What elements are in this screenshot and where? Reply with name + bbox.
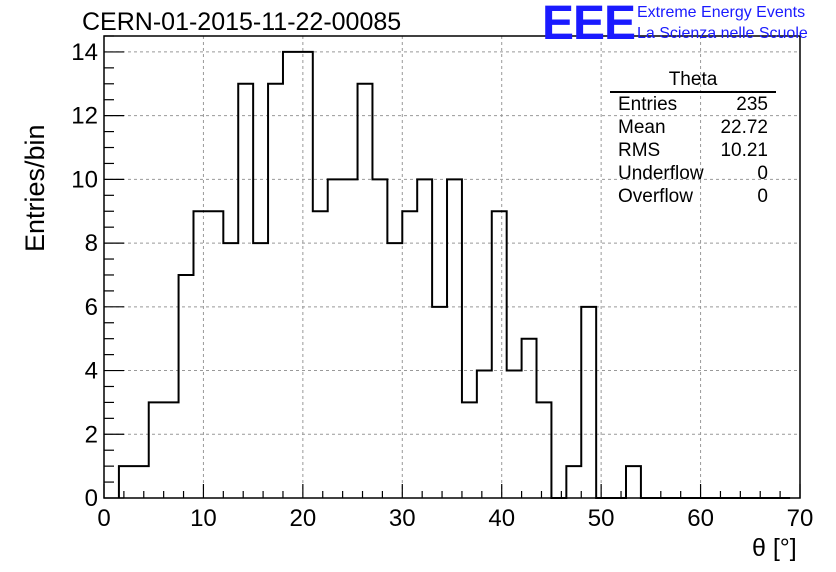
stats-value: 10.21 bbox=[720, 140, 768, 161]
stats-label: Underflow bbox=[618, 163, 704, 184]
stats-row-overflow: Overflow 0 bbox=[610, 185, 776, 208]
histogram-bin bbox=[462, 402, 477, 498]
histogram-bin bbox=[522, 339, 537, 498]
histogram-bin bbox=[417, 179, 432, 498]
y-tick-label: 8 bbox=[85, 230, 98, 257]
histogram-bin bbox=[626, 466, 641, 498]
histogram-bin bbox=[432, 307, 447, 498]
y-tick-label: 12 bbox=[71, 103, 98, 130]
histogram-bin bbox=[358, 84, 373, 498]
logo-line-1: Extreme Energy Events bbox=[637, 4, 806, 21]
y-tick-label: 6 bbox=[85, 294, 98, 321]
histogram-bin bbox=[537, 402, 552, 498]
histogram-bin bbox=[372, 179, 387, 498]
y-axis-label: Entries/bin bbox=[20, 124, 50, 252]
stats-label: Overflow bbox=[618, 186, 693, 207]
histogram-bin bbox=[566, 466, 581, 498]
histogram-bin bbox=[328, 179, 343, 498]
y-tick-label: 14 bbox=[71, 39, 98, 66]
histogram-bin bbox=[134, 466, 149, 498]
histogram-bin bbox=[298, 52, 313, 498]
y-tick-label: 4 bbox=[85, 358, 98, 385]
y-tick-label: 2 bbox=[85, 421, 98, 448]
plot-frame bbox=[103, 35, 801, 499]
x-tick-label: 70 bbox=[787, 505, 814, 532]
histogram-bin bbox=[208, 211, 223, 498]
stats-label: Entries bbox=[618, 94, 678, 115]
x-tick-label: 40 bbox=[488, 505, 515, 532]
histogram-bin bbox=[313, 211, 328, 498]
x-tick-label: 0 bbox=[97, 505, 110, 532]
histogram-bin bbox=[447, 179, 462, 498]
x-tick-label: 20 bbox=[290, 505, 317, 532]
stats-label: RMS bbox=[618, 140, 661, 161]
stats-label: Mean bbox=[618, 117, 666, 138]
histogram-bin bbox=[193, 211, 208, 498]
histogram-bin bbox=[581, 307, 596, 498]
y-tick-label: 0 bbox=[85, 485, 98, 512]
histogram-bin bbox=[492, 211, 507, 498]
histogram-bin bbox=[179, 275, 194, 498]
y-tick-label: 10 bbox=[71, 166, 98, 193]
histogram-outline bbox=[117, 50, 791, 499]
x-tick-label: 10 bbox=[190, 505, 217, 532]
histogram-bin bbox=[283, 52, 298, 498]
histogram-bin bbox=[268, 84, 283, 498]
stats-row-mean: Mean 22.72 bbox=[610, 116, 776, 139]
x-axis-label: θ [°] bbox=[752, 534, 797, 562]
eee-logo: EEE bbox=[542, 0, 636, 50]
logo-line-2: La Scienza nelle Scuole bbox=[637, 25, 808, 42]
stats-box: Theta Entries 235 Mean 22.72 RMS 10.21 U… bbox=[610, 70, 776, 208]
stats-value: 22.72 bbox=[720, 117, 768, 138]
histogram-bin bbox=[164, 402, 179, 498]
histogram-bin bbox=[149, 402, 164, 498]
stats-row-entries: Entries 235 bbox=[610, 93, 776, 116]
x-tick-label: 50 bbox=[588, 505, 615, 532]
histogram-bin bbox=[119, 466, 134, 498]
stats-value: 0 bbox=[757, 186, 768, 207]
x-tick-label: 30 bbox=[389, 505, 416, 532]
stats-value: 0 bbox=[757, 163, 768, 184]
stats-row-rms: RMS 10.21 bbox=[610, 139, 776, 162]
x-tick-label: 60 bbox=[687, 505, 714, 532]
stats-title: Theta bbox=[610, 70, 776, 93]
chart-title: CERN-01-2015-11-22-00085 bbox=[82, 8, 402, 36]
stats-row-underflow: Underflow 0 bbox=[610, 162, 776, 185]
stats-value: 235 bbox=[736, 94, 768, 115]
histogram-bin bbox=[238, 84, 253, 498]
histogram-bin bbox=[343, 179, 358, 498]
histogram-bin bbox=[402, 211, 417, 498]
